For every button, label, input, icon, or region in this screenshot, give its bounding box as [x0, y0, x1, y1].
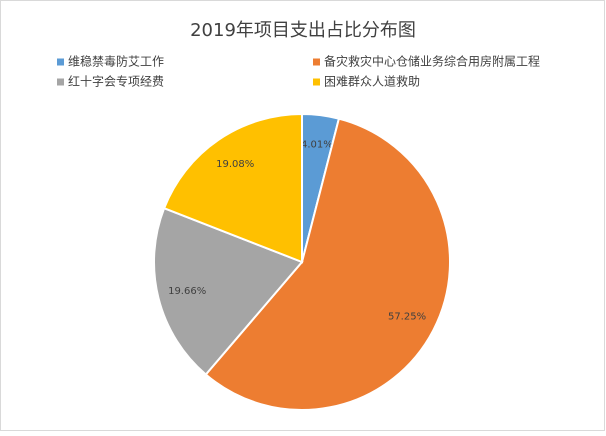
legend-swatch [57, 58, 64, 66]
legend-swatch [313, 58, 320, 66]
pie-slice [204, 117, 451, 411]
data-label: 19.66% [168, 286, 206, 297]
legend-swatch [57, 78, 64, 86]
legend-label: 维稳禁毒防艾工作 [68, 54, 164, 69]
pie-slice [153, 206, 304, 376]
legend-label: 红十字会专项经费 [68, 74, 164, 89]
chart-title: 2019年项目支出占比分布图 [190, 20, 416, 41]
pie-slice [162, 112, 303, 264]
legend-swatch [313, 78, 320, 86]
data-label: 57.25% [388, 312, 426, 323]
data-label: 19.08% [216, 159, 254, 170]
legend-label: 困难群众人道救助 [324, 74, 420, 89]
legend-label: 备灾救灾中心仓储业务综合用房附属工程 [324, 54, 540, 69]
data-label: 4.01% [301, 140, 333, 151]
